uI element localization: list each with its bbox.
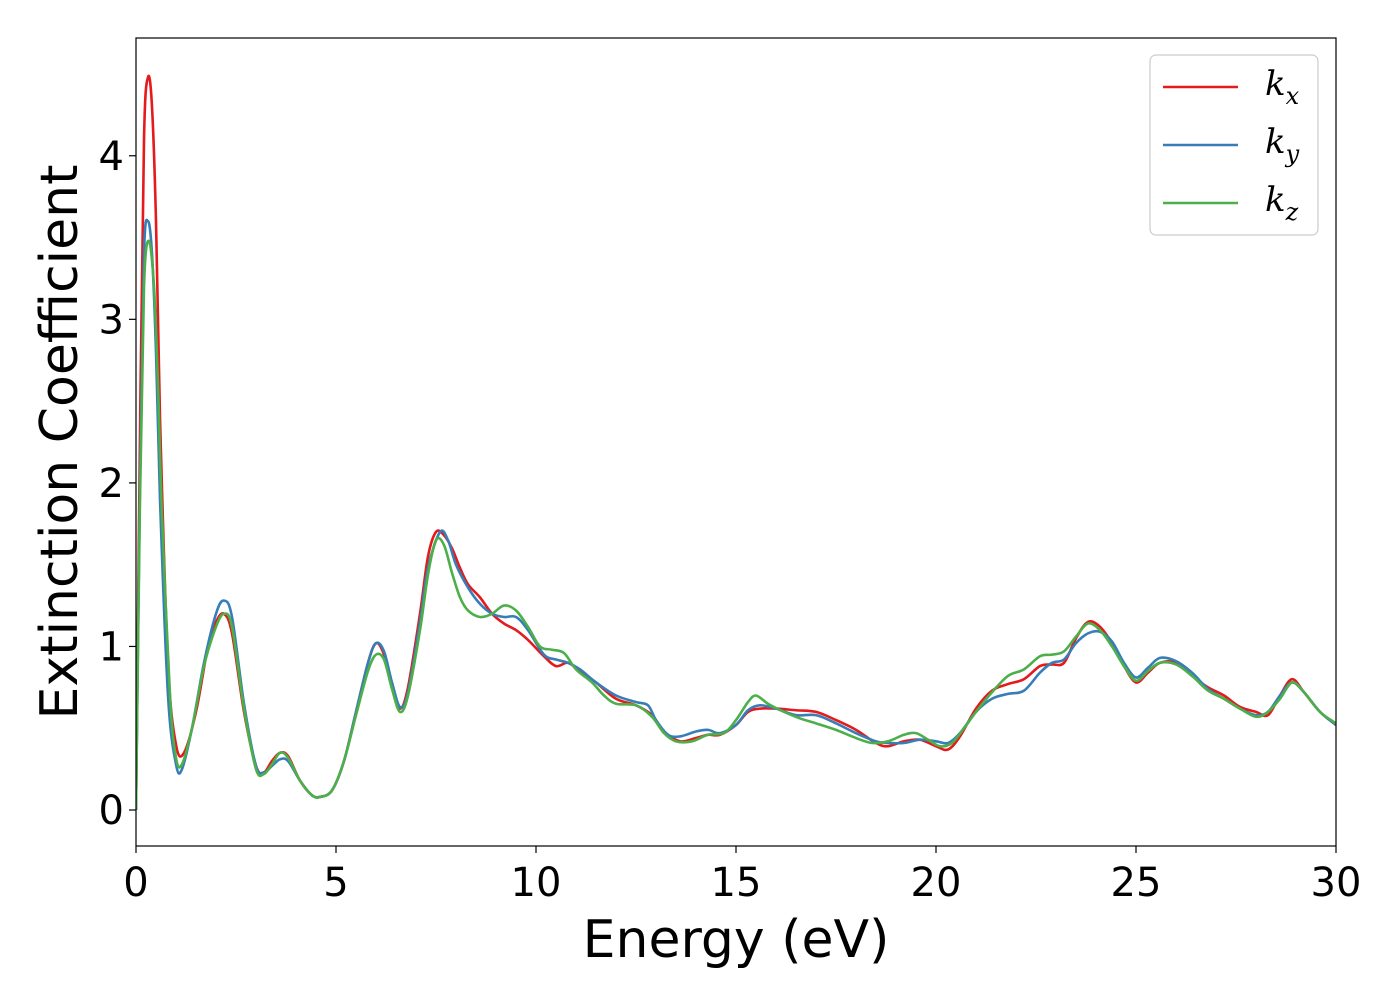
x-tick-label: 5	[323, 860, 348, 906]
x-tick-label: 30	[1311, 860, 1362, 906]
series-line-z	[136, 239, 1336, 811]
y-axis-label: Extinction Coefficient	[30, 165, 90, 720]
y-axis-ticks: 0 1 2 3 4	[99, 134, 136, 834]
legend-label-x: kx	[1265, 64, 1300, 110]
series-layer	[136, 74, 1336, 811]
y-tick-label: 4	[99, 134, 124, 180]
x-tick-label: 20	[911, 860, 962, 906]
x-axis-ticks: 0 5 10 15 20 25 30	[123, 846, 1361, 906]
series-line-y	[136, 218, 1336, 811]
y-tick-label: 3	[99, 297, 124, 343]
y-tick-label: 2	[99, 461, 124, 507]
legend-label-y: ky	[1265, 122, 1300, 168]
y-tick-label: 1	[99, 624, 124, 670]
x-tick-label: 15	[711, 860, 762, 906]
x-tick-label: 10	[511, 860, 562, 906]
y-tick-label: 0	[99, 788, 124, 834]
x-axis-label: Energy (eV)	[583, 910, 890, 970]
x-tick-label: 0	[123, 860, 148, 906]
x-tick-label: 25	[1111, 860, 1162, 906]
